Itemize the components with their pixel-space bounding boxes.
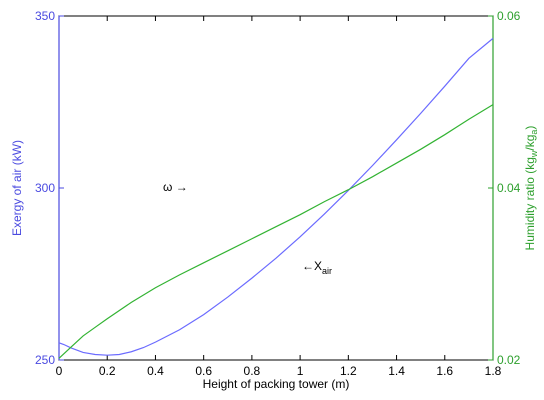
exergy-series-line: [58, 37, 494, 356]
x-tick-label: 0: [56, 364, 63, 378]
x-tick-label: 0.8: [244, 364, 261, 378]
right-y-axis-label-end: ): [523, 126, 537, 130]
right-y-tick-label: 0.02: [497, 353, 521, 367]
x-tick-label: 0.4: [147, 364, 164, 378]
x-tick-label: 1: [297, 364, 304, 378]
series-lines: [58, 37, 494, 359]
left-y-tick-label: 250: [35, 353, 55, 367]
x-tick-label: 1.2: [340, 364, 357, 378]
left-y-axis-label: Exergy of air (kW): [10, 140, 24, 236]
omega-annotation: ω →: [163, 180, 188, 194]
x-tick-label: 1.6: [436, 364, 453, 378]
right-y-axis-label: Humidity ratio (kgw/kga): [523, 126, 539, 251]
left-y-tick-label: 350: [35, 9, 55, 23]
right-y-axis-label-sub1: w: [529, 150, 539, 158]
xair-annotation-subscript: air: [322, 266, 332, 276]
right-y-axis-label-mid: /kg: [523, 135, 537, 151]
humidity-series-line: [58, 104, 494, 359]
left-y-tick-label: 300: [35, 181, 55, 195]
right-y-tick-label: 0.06: [497, 9, 521, 23]
right-y-axis-label-main: Humidity ratio (kg: [523, 157, 537, 250]
xair-annotation: ←Xair: [302, 259, 332, 276]
x-tick-label: 1.4: [388, 364, 405, 378]
x-axis-label: Height of packing tower (m): [203, 377, 350, 391]
right-y-tick-label: 0.04: [497, 181, 521, 195]
xair-annotation-arrow: ←X: [302, 259, 322, 273]
right-y-axis-label-sub2: a: [529, 130, 539, 135]
x-tick-label: 0.2: [99, 364, 116, 378]
plot-area: [58, 15, 494, 361]
x-tick-label: 0.6: [195, 364, 212, 378]
axis-ticks: 0 0.2 0.4 0.6 0.8 1 1.2 1.4 1.6 1.8 250 300 350 0.02 0…: [35, 9, 521, 378]
x-tick-label: 1.8: [485, 364, 502, 378]
